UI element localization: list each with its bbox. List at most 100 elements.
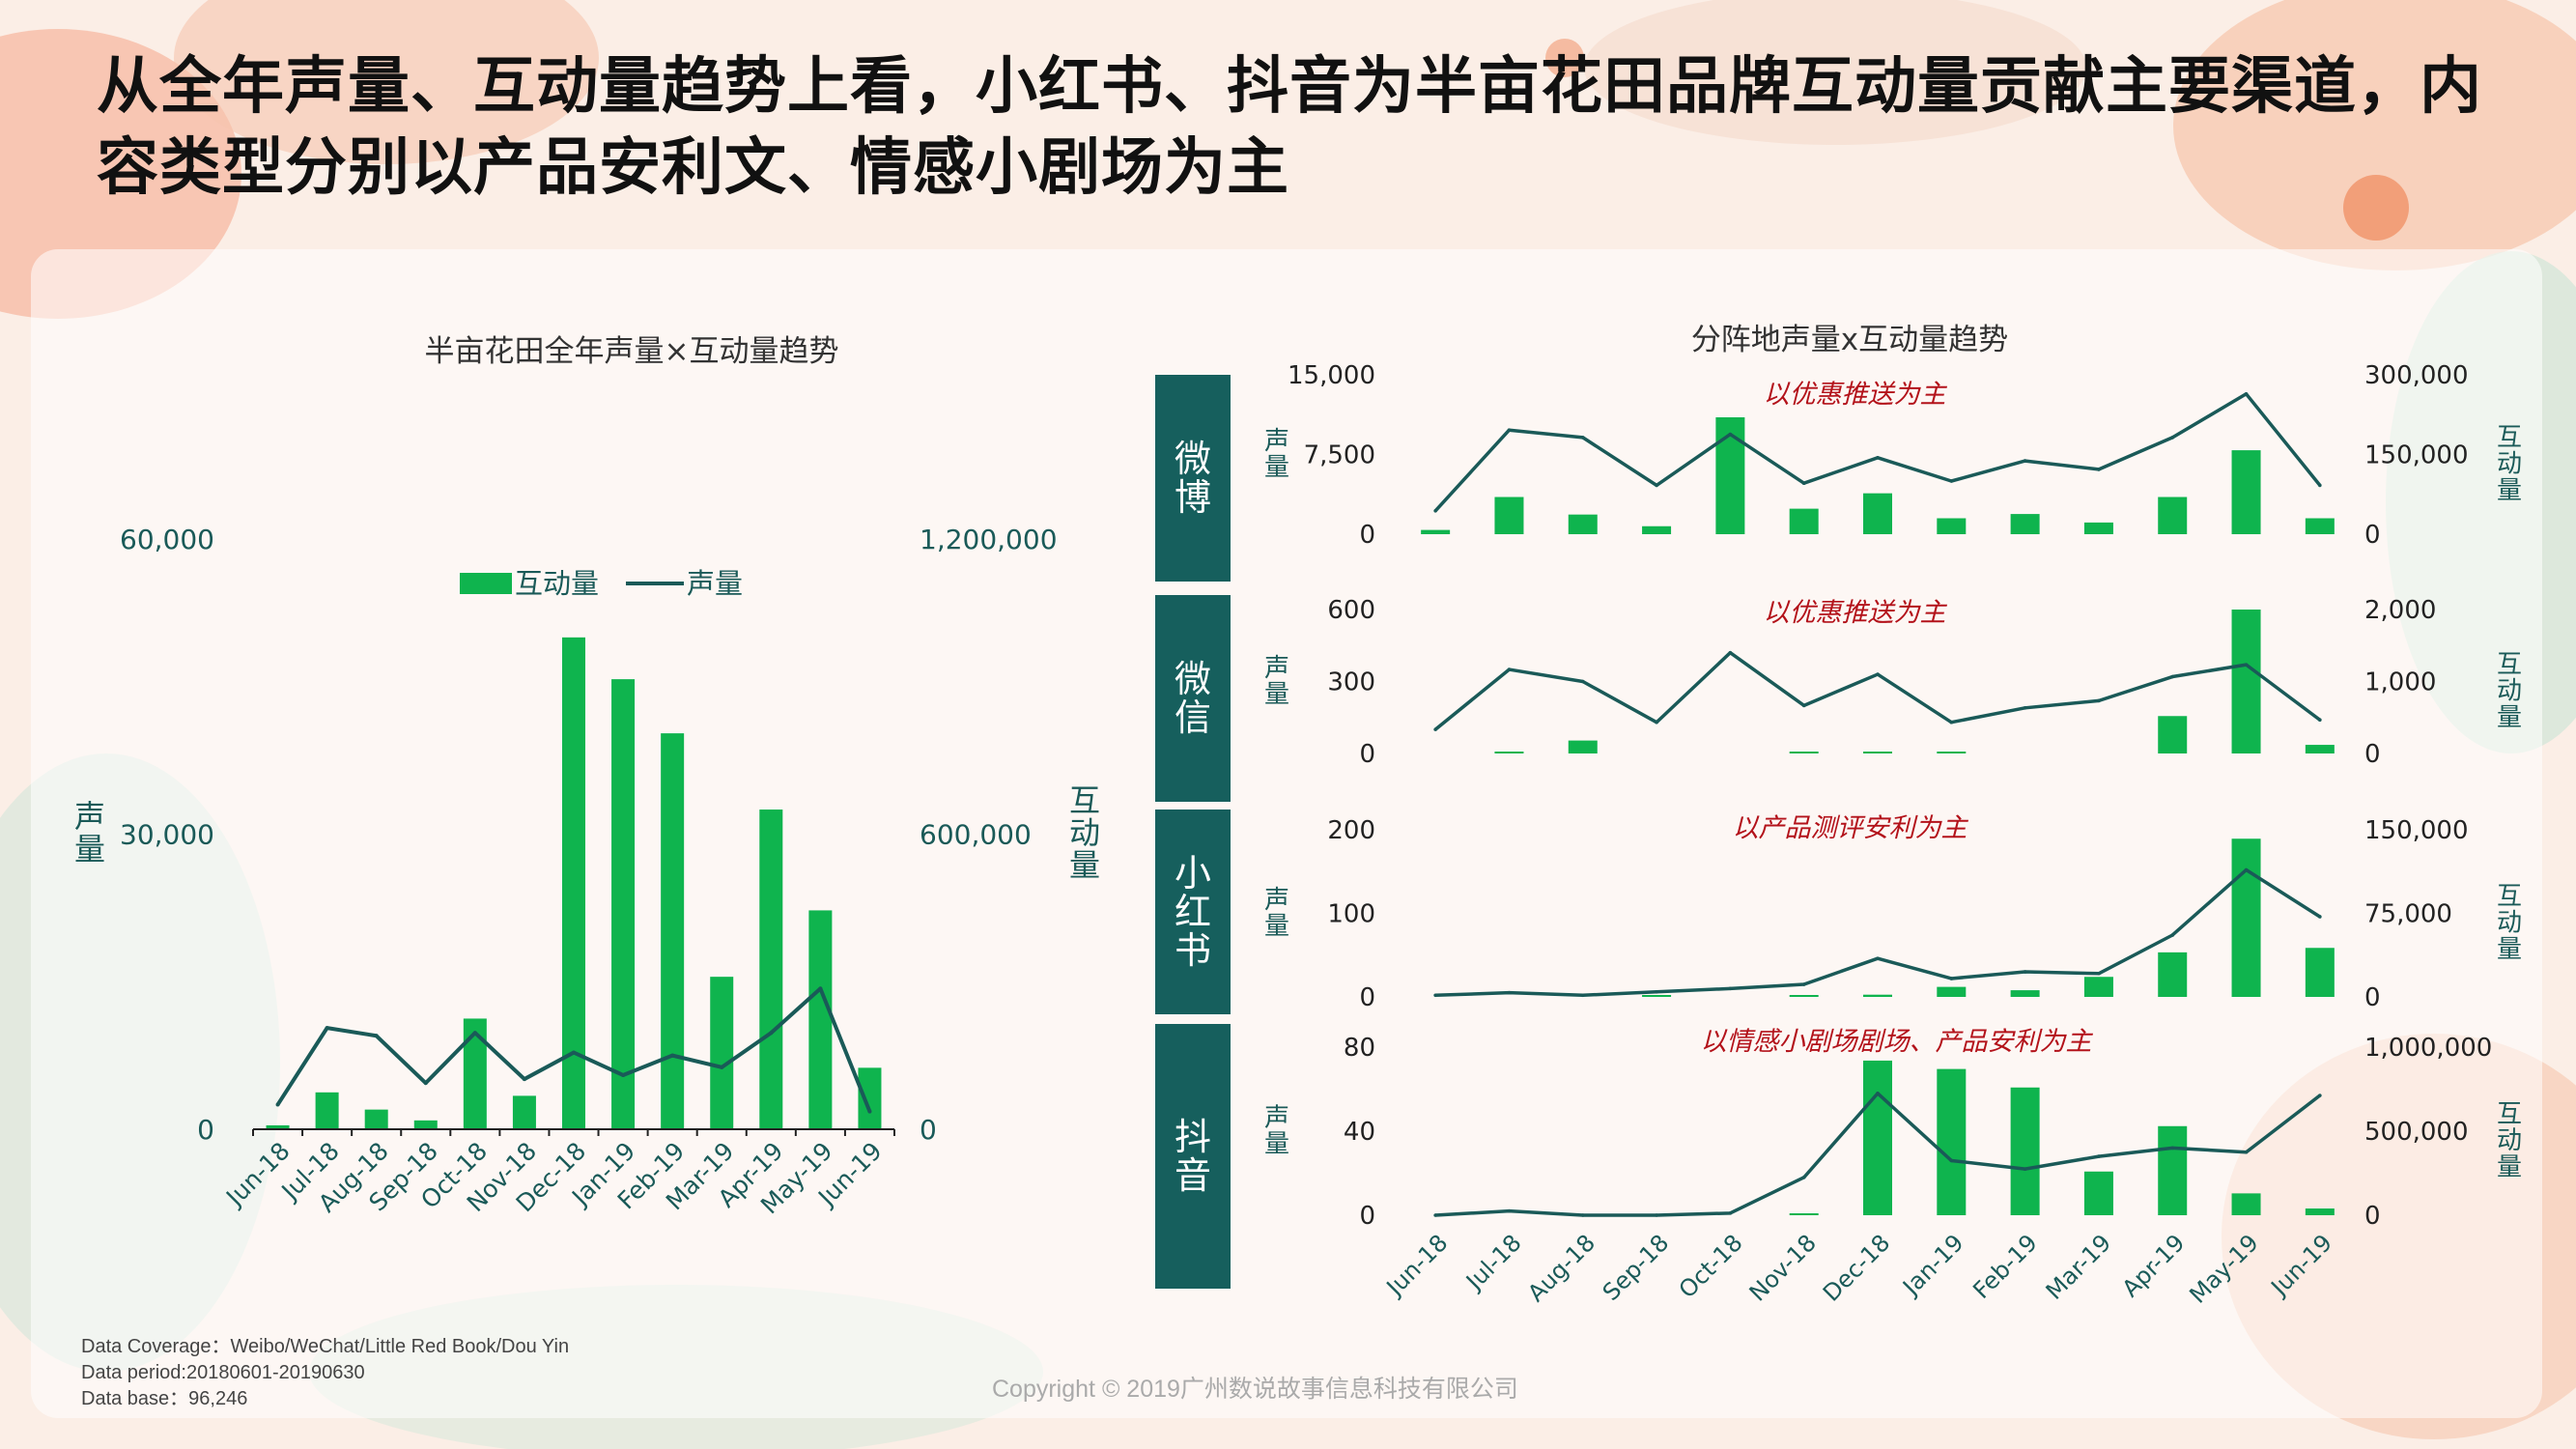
channel-volume-point-May-19 bbox=[2244, 867, 2249, 872]
annual-bar-Feb-19 bbox=[661, 733, 685, 1129]
svg-text:博: 博 bbox=[1175, 476, 1211, 519]
channel-bar-Jan-19 bbox=[1937, 752, 1967, 753]
channel-volume-point-Feb-19 bbox=[2023, 1167, 2027, 1171]
svg-text:量: 量 bbox=[1069, 847, 1100, 884]
annual-x-tick-label: Jun-18 bbox=[219, 1137, 295, 1212]
channel-bar-Jun-19 bbox=[2305, 745, 2335, 753]
channel-x-tick-label: Aug-18 bbox=[1522, 1229, 1600, 1307]
channel-trend-chart: 分阵地声量x互动量趋势微博15,0007,5000300,000150,0000… bbox=[1155, 323, 2522, 1309]
annual-volume-point-Mar-19 bbox=[720, 1065, 724, 1069]
left-y-tick-label: 30,000 bbox=[120, 819, 214, 851]
channel-volume-point-Dec-18 bbox=[1876, 956, 1880, 961]
channel-bar-Apr-19 bbox=[2158, 952, 2188, 997]
channel-volume-point-Aug-18 bbox=[1580, 1213, 1585, 1217]
channel-volume-point-Jan-19 bbox=[1949, 977, 1954, 980]
channel-bar-Jan-19 bbox=[1937, 1068, 1967, 1215]
annual-volume-point-May-19 bbox=[818, 986, 823, 991]
annual-volume-point-Nov-18 bbox=[522, 1077, 526, 1082]
svg-text:微: 微 bbox=[1175, 438, 1211, 480]
channel-bar-Jul-18 bbox=[1494, 497, 1524, 534]
channel-volume-point-Jun-19 bbox=[2318, 483, 2322, 488]
channel-bar-Jun-18 bbox=[1421, 529, 1451, 534]
channel-bar-Aug-18 bbox=[1568, 740, 1598, 753]
svg-text:小: 小 bbox=[1175, 852, 1211, 895]
svg-text:互: 互 bbox=[2497, 1100, 2522, 1129]
channel-volume-point-Apr-19 bbox=[2170, 436, 2175, 440]
channel-note: 以优惠推送为主 bbox=[1764, 380, 1948, 410]
channel-volume-point-May-19 bbox=[2244, 1150, 2249, 1154]
svg-text:红: 红 bbox=[1175, 891, 1211, 933]
copyright-text: Copyright © 2019广州数说故事信息科技有限公司 bbox=[992, 1376, 1518, 1403]
channel-right-tick: 0 bbox=[2364, 740, 2381, 769]
annual-volume-point-Sep-18 bbox=[423, 1081, 428, 1086]
channel-label: 小红书 bbox=[1175, 852, 1211, 972]
channel-x-tick-label: Dec-18 bbox=[1818, 1229, 1895, 1306]
left-y-tick-label: 0 bbox=[197, 1114, 214, 1146]
channel-volume-point-Jun-19 bbox=[2318, 718, 2322, 723]
svg-text:动: 动 bbox=[2497, 909, 2522, 938]
svg-text:互: 互 bbox=[2497, 423, 2522, 452]
right-y-axis-label: 互动量 bbox=[1069, 781, 1100, 883]
annual-legend: 互动量 声量 bbox=[460, 567, 743, 600]
annual-bar-Mar-19 bbox=[710, 977, 734, 1129]
page-title: 从全年声量、互动量趋势上看，小红书、抖音为半亩花田品牌互动量贡献主要渠道，内容类… bbox=[97, 51, 2482, 204]
channel-x-tick-label: Apr-19 bbox=[2117, 1229, 2191, 1302]
right-y-tick-label: 1,200,000 bbox=[920, 524, 1058, 555]
annual-volume-point-Aug-18 bbox=[374, 1034, 379, 1038]
annual-volume-point-Jan-19 bbox=[621, 1072, 626, 1077]
annual-volume-point-Apr-19 bbox=[769, 1031, 774, 1036]
channel-volume-point-Nov-18 bbox=[1801, 481, 1806, 486]
channel-right-axis-label: 互动量 bbox=[2497, 1100, 2522, 1182]
svg-text:音: 音 bbox=[1175, 1154, 1211, 1197]
svg-text:声: 声 bbox=[74, 798, 105, 835]
channel-volume-point-Jun-18 bbox=[1433, 1213, 1437, 1217]
svg-text:声: 声 bbox=[1264, 654, 1289, 683]
svg-text:信: 信 bbox=[1175, 696, 1211, 739]
channel-right-tick: 500,000 bbox=[2364, 1118, 2469, 1147]
channel-bar-Dec-18 bbox=[1863, 493, 1892, 534]
svg-text:声: 声 bbox=[1264, 427, 1289, 456]
channel-volume-point-Jul-18 bbox=[1507, 1208, 1512, 1213]
svg-text:互: 互 bbox=[1069, 781, 1100, 818]
channel-bar-May-19 bbox=[2231, 610, 2261, 753]
channel-volume-point-Sep-18 bbox=[1655, 483, 1658, 488]
channel-note: 以优惠推送为主 bbox=[1764, 598, 1948, 628]
annual-bar-Jun-18 bbox=[266, 1124, 290, 1129]
channel-right-tick: 150,000 bbox=[2364, 441, 2469, 470]
data-coverage-note: Data Coverage：Weibo/WeChat/Little Red Bo… bbox=[81, 1336, 570, 1357]
channel-right-tick: 1,000 bbox=[2364, 668, 2436, 697]
channel-volume-point-May-19 bbox=[2244, 663, 2249, 667]
channel-volume-point-Jun-19 bbox=[2318, 1094, 2322, 1097]
channel-volume-point-Feb-19 bbox=[2023, 459, 2027, 463]
channel-bar-Apr-19 bbox=[2158, 1125, 2188, 1215]
channel-left-tick: 15,000 bbox=[1288, 361, 1375, 390]
annual-bar-Aug-18 bbox=[364, 1109, 388, 1129]
svg-text:量: 量 bbox=[2497, 476, 2522, 505]
channel-bar-Feb-19 bbox=[2010, 1087, 2040, 1215]
channel-left-tick: 0 bbox=[1359, 983, 1375, 1012]
svg-text:量: 量 bbox=[1264, 912, 1289, 941]
left-y-axis-label: 声量 bbox=[74, 798, 105, 867]
channel-right-axis-label: 互动量 bbox=[2497, 423, 2522, 505]
svg-text:动: 动 bbox=[2497, 1126, 2522, 1155]
channel-volume-point-Jul-18 bbox=[1507, 428, 1512, 433]
channel-left-tick: 300 bbox=[1327, 668, 1375, 697]
channel-volume-point-Nov-18 bbox=[1801, 982, 1806, 986]
channel-volume-point-Apr-19 bbox=[2170, 674, 2175, 679]
channel-volume-point-Oct-18 bbox=[1728, 986, 1733, 991]
svg-text:量: 量 bbox=[2497, 935, 2522, 964]
channel-volume-point-Oct-18 bbox=[1728, 1211, 1733, 1215]
channel-bar-Sep-18 bbox=[1642, 526, 1672, 534]
channel-left-axis-label: 声量 bbox=[1264, 654, 1289, 709]
channel-label-box bbox=[1155, 1024, 1231, 1289]
channel-right-tick: 75,000 bbox=[2364, 900, 2452, 929]
channel-volume-point-Jan-19 bbox=[1949, 479, 1954, 483]
channel-left-tick: 80 bbox=[1344, 1034, 1375, 1063]
annual-volume-point-Jun-18 bbox=[275, 1102, 280, 1107]
channel-volume-point-Apr-19 bbox=[2170, 933, 2175, 937]
annual-chart-title: 半亩花田全年声量×互动量趋势 bbox=[425, 334, 839, 369]
channel-note: 以情感小剧场剧场、产品安利为主 bbox=[1701, 1027, 2094, 1057]
channel-left-tick: 600 bbox=[1327, 596, 1375, 625]
svg-text:互: 互 bbox=[2497, 882, 2522, 911]
